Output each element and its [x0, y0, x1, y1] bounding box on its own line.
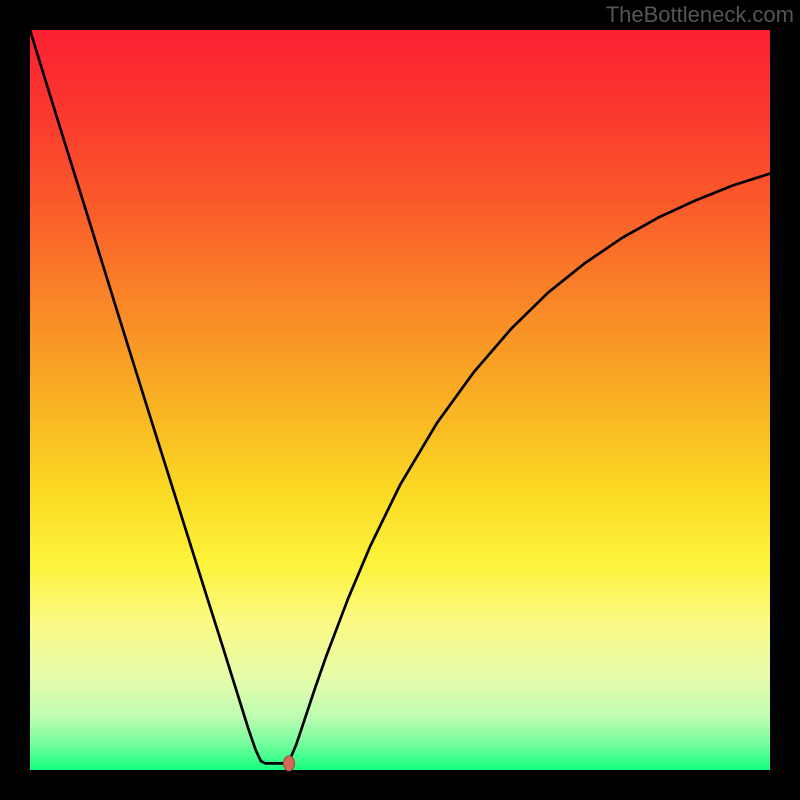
bottleneck-curve: [30, 30, 770, 763]
bottleneck-chart: TheBottleneck.com: [0, 0, 800, 800]
optimal-point-marker: [284, 756, 295, 771]
chart-svg: [0, 0, 800, 800]
